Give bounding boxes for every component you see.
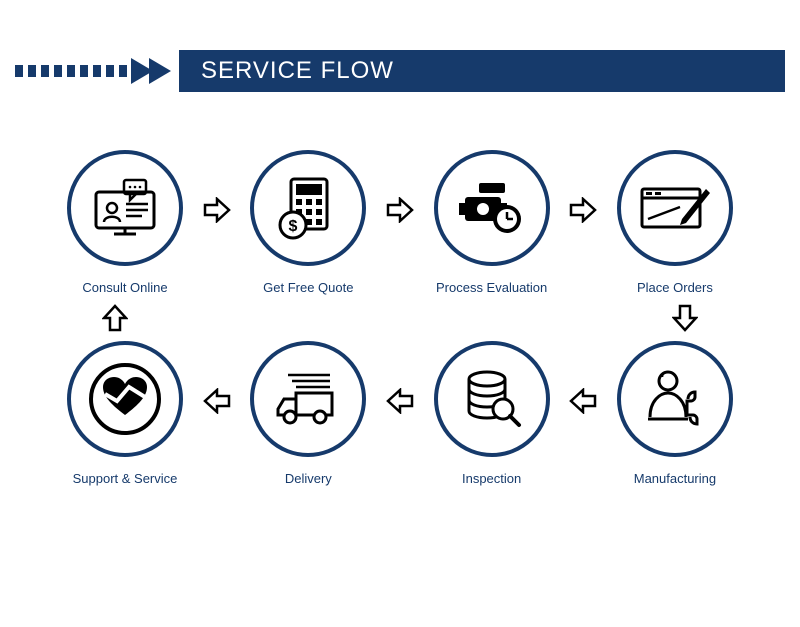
circle-quote: $ bbox=[250, 150, 366, 266]
step-evaluation: Process Evaluation bbox=[417, 150, 567, 295]
circle-evaluation bbox=[434, 150, 550, 266]
manufacturing-icon bbox=[640, 367, 710, 431]
orders-icon bbox=[638, 181, 712, 235]
arrow-right-icon bbox=[568, 195, 598, 225]
step-support: Support & Service bbox=[50, 341, 200, 486]
step-orders: Place Orders bbox=[600, 150, 750, 295]
step-label: Delivery bbox=[285, 471, 332, 486]
step-label: Consult Online bbox=[82, 280, 167, 295]
quote-icon: $ bbox=[275, 175, 341, 241]
header-title: SERVICE FLOW bbox=[179, 50, 785, 92]
step-manufacturing: Manufacturing bbox=[600, 341, 750, 486]
step-inspection: Inspection bbox=[417, 341, 567, 486]
circle-manufacturing bbox=[617, 341, 733, 457]
header-title-text: SERVICE FLOW bbox=[201, 57, 394, 85]
step-label: Place Orders bbox=[637, 280, 713, 295]
service-flow-diagram: Consult Online $ Get Free Quote bbox=[50, 150, 750, 486]
arrow-up-icon bbox=[100, 303, 130, 333]
header-banner: SERVICE FLOW bbox=[15, 50, 785, 92]
arrow-right-icon bbox=[385, 195, 415, 225]
circle-inspection bbox=[434, 341, 550, 457]
support-icon bbox=[85, 359, 165, 439]
step-label: Get Free Quote bbox=[263, 280, 353, 295]
step-delivery: Delivery bbox=[233, 341, 383, 486]
step-consult: Consult Online bbox=[50, 150, 200, 295]
step-label: Inspection bbox=[462, 471, 521, 486]
circle-consult bbox=[67, 150, 183, 266]
arrow-left-icon bbox=[385, 386, 415, 416]
inspection-icon bbox=[459, 367, 525, 431]
arrow-left-icon bbox=[568, 386, 598, 416]
flow-row-bottom: Support & Service Delivery bbox=[50, 341, 750, 486]
consult-icon bbox=[90, 178, 160, 238]
svg-text:$: $ bbox=[289, 218, 298, 235]
circle-support bbox=[67, 341, 183, 457]
vertical-arrows bbox=[50, 295, 750, 341]
arrow-right-icon bbox=[202, 195, 232, 225]
delivery-icon bbox=[272, 369, 344, 429]
step-label: Process Evaluation bbox=[436, 280, 547, 295]
arrow-left-icon bbox=[202, 386, 232, 416]
header-dashes bbox=[15, 65, 127, 77]
step-label: Manufacturing bbox=[634, 471, 716, 486]
evaluation-icon bbox=[457, 179, 527, 237]
step-quote: $ Get Free Quote bbox=[233, 150, 383, 295]
flow-row-top: Consult Online $ Get Free Quote bbox=[50, 150, 750, 295]
circle-orders bbox=[617, 150, 733, 266]
arrow-down-icon bbox=[670, 303, 700, 333]
circle-delivery bbox=[250, 341, 366, 457]
step-label: Support & Service bbox=[73, 471, 178, 486]
